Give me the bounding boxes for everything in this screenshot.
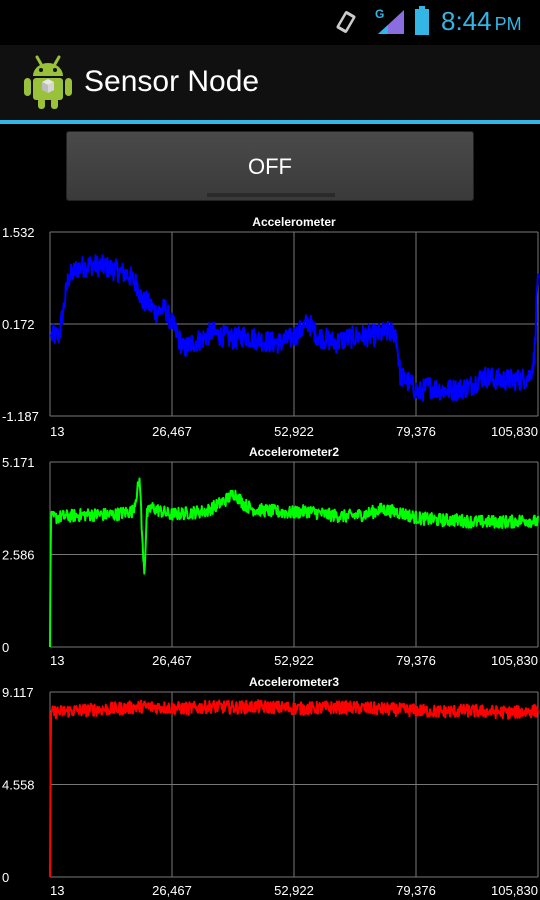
y-tick-label: 0.172: [2, 317, 35, 332]
action-bar: Sensor Node: [0, 45, 540, 120]
x-tick-label: 52,922: [274, 653, 314, 668]
x-tick-label: 26,467: [152, 883, 192, 898]
y-tick-label: 5.171: [2, 455, 35, 470]
chart-3: 13 26,467 52,922 79,376 105,830 9.117 4.558 0 Ac…: [2, 675, 539, 898]
x-tick-label: 79,376: [396, 653, 436, 668]
chart-1: 13 26,467 52,922 79,376 105,830 1.532 0.172 -1.…: [2, 215, 539, 439]
series-line: [49, 699, 539, 878]
x-tick-label: 105,830: [491, 883, 538, 898]
chart-title: Accelerometer3: [249, 675, 339, 689]
x-tick-label: 105,830: [491, 653, 538, 668]
y-tick-label: 9.117: [2, 685, 34, 700]
y-tick-label: 2.586: [2, 548, 35, 563]
y-tick-label: 0: [2, 870, 9, 885]
signal-icon: G: [375, 7, 404, 34]
y-tick-label: 0: [2, 640, 9, 655]
chart-2: 13 26,467 52,922 79,376 105,830 5.171 2.586 0 Ac…: [2, 445, 539, 668]
on-off-toggle-button[interactable]: OFF: [66, 131, 474, 201]
y-tick-label: 1.532: [2, 225, 35, 240]
clock: 8:44 PM: [441, 6, 522, 37]
clock-time: 8:44: [441, 6, 492, 36]
x-tick-label: 105,830: [491, 424, 538, 439]
app-title: Sensor Node: [84, 65, 260, 98]
chart-title: Accelerometer2: [249, 445, 339, 459]
x-tick-label: 13: [50, 424, 64, 439]
x-tick-label: 26,467: [152, 424, 192, 439]
y-tick-label: 4.558: [2, 778, 35, 793]
clock-ampm: PM: [494, 14, 522, 34]
x-tick-label: 52,922: [274, 424, 314, 439]
y-tick-label: -1.187: [2, 409, 39, 424]
battery-icon: [415, 6, 429, 35]
network-type-label: G: [375, 7, 384, 21]
series-line: [49, 477, 539, 648]
x-tick-label: 26,467: [152, 653, 192, 668]
x-tick-label: 79,376: [396, 424, 436, 439]
chart-title: Accelerometer: [252, 215, 336, 229]
x-tick-label: 79,376: [396, 883, 436, 898]
series-line: [49, 254, 539, 402]
android-icon[interactable]: [22, 54, 74, 110]
x-tick-label: 13: [50, 883, 64, 898]
toggle-indicator: [207, 193, 335, 197]
x-tick-label: 52,922: [274, 883, 314, 898]
toggle-label: OFF: [248, 154, 292, 179]
status-bar: G 8:44 PM: [0, 0, 540, 45]
screen-rotation-icon: [336, 11, 356, 33]
x-tick-label: 13: [50, 653, 64, 668]
action-bar-divider: [0, 120, 540, 124]
